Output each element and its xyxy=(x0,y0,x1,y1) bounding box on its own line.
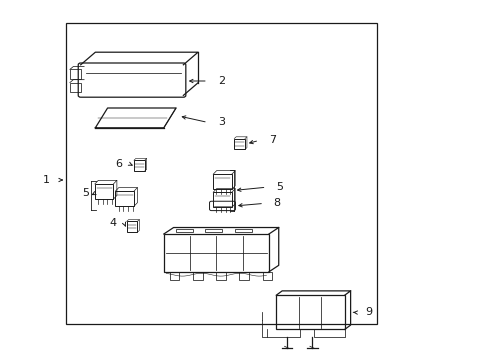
Bar xyxy=(66,23,376,324)
Text: 5: 5 xyxy=(276,182,283,192)
Text: 3: 3 xyxy=(218,117,224,127)
Text: 1: 1 xyxy=(43,175,50,185)
Text: 4: 4 xyxy=(110,218,117,228)
Bar xyxy=(126,221,137,232)
Text: 7: 7 xyxy=(268,135,275,145)
Bar xyxy=(262,272,272,280)
Bar xyxy=(216,272,225,280)
Bar xyxy=(192,272,203,280)
Bar xyxy=(205,229,222,232)
Bar xyxy=(276,295,344,329)
Bar xyxy=(213,192,231,207)
Text: 9: 9 xyxy=(365,307,371,318)
Bar xyxy=(213,174,231,189)
Bar xyxy=(163,234,268,272)
Bar xyxy=(234,139,244,149)
Text: 5: 5 xyxy=(82,188,89,198)
Bar xyxy=(95,184,113,199)
Bar xyxy=(234,229,251,232)
Bar xyxy=(70,82,81,92)
Bar xyxy=(176,229,192,232)
Bar xyxy=(70,69,81,78)
Text: 8: 8 xyxy=(273,198,280,208)
Bar xyxy=(239,272,249,280)
Bar xyxy=(115,191,134,206)
Bar xyxy=(134,160,144,171)
Text: 2: 2 xyxy=(218,76,224,86)
Bar xyxy=(169,272,179,280)
Text: 6: 6 xyxy=(115,159,122,169)
